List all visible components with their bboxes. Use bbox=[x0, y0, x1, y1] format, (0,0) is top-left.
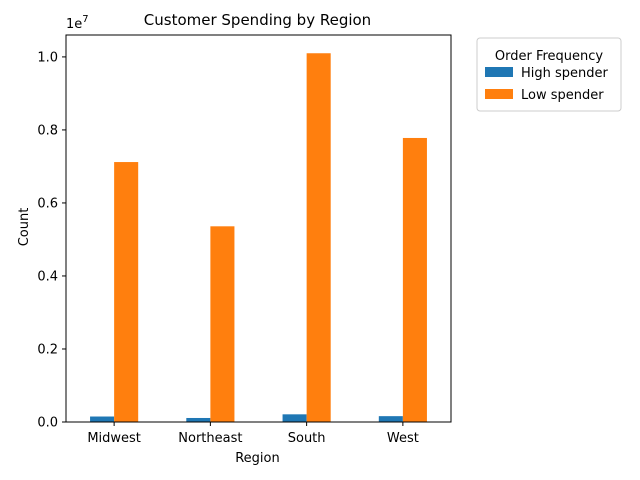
bar-low-spender-west bbox=[402, 137, 427, 422]
bar-high-spender-south bbox=[282, 414, 307, 422]
legend-items: High spender Low spender bbox=[485, 66, 609, 103]
legend: Order Frequency High spender Low spender bbox=[476, 37, 622, 112]
bar-low-spender-midwest bbox=[114, 162, 139, 423]
y-scale-note: 1e7 bbox=[66, 14, 89, 32]
y-tick-label: 1.0 bbox=[37, 50, 58, 65]
x-tick-label: South bbox=[288, 431, 326, 446]
plot-area bbox=[90, 53, 427, 423]
legend-swatch bbox=[485, 89, 513, 99]
y-tick-label: 0.4 bbox=[37, 269, 58, 284]
y-scale-note-exponent: 7 bbox=[82, 14, 88, 25]
y-axis-label: Count bbox=[17, 208, 32, 247]
y-tick-label: 0.8 bbox=[37, 123, 58, 138]
axes: Midwest Northeast South West 0.0 0.2 0.4 0.6 0.8… bbox=[37, 34, 452, 446]
x-tick-label: Midwest bbox=[87, 431, 141, 446]
plot-frame bbox=[65, 34, 452, 423]
legend-title: Order Frequency bbox=[495, 49, 604, 64]
bar-high-spender-northeast bbox=[186, 417, 211, 422]
x-tick-label: West bbox=[387, 431, 419, 446]
y-scale-note-base: 1e bbox=[66, 17, 82, 32]
bar-low-spender-northeast bbox=[210, 226, 235, 422]
bar-high-spender-west bbox=[378, 416, 403, 422]
y-tick-label: 0.0 bbox=[37, 416, 58, 431]
chart-title: Customer Spending by Region bbox=[144, 11, 371, 29]
legend-swatch bbox=[485, 67, 513, 77]
legend-entry: High spender bbox=[521, 66, 609, 81]
x-tick-label: Northeast bbox=[178, 431, 242, 446]
bar-low-spender-south bbox=[306, 53, 331, 422]
y-tick-label: 0.6 bbox=[37, 196, 58, 211]
x-axis-label: Region bbox=[235, 451, 280, 466]
bar-high-spender-midwest bbox=[90, 416, 115, 422]
y-tick-label: 0.2 bbox=[37, 342, 58, 357]
legend-entry: Low spender bbox=[521, 88, 604, 103]
